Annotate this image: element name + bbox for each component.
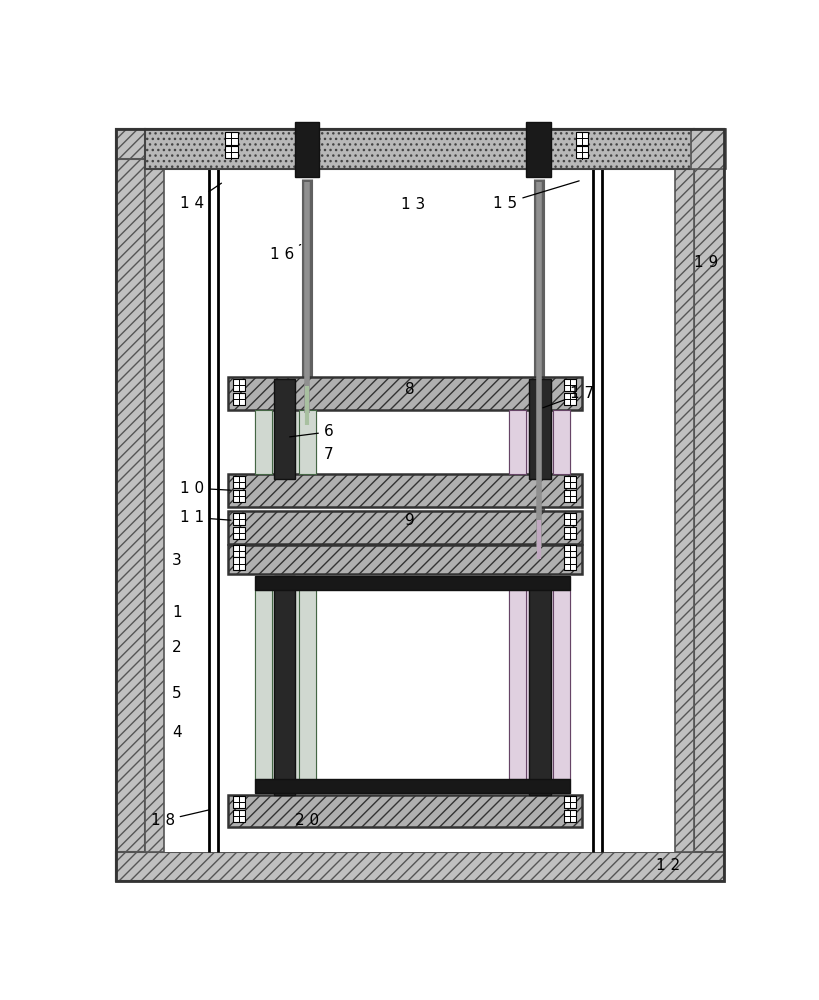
Bar xyxy=(228,377,581,410)
Bar xyxy=(564,393,577,405)
Text: 1 4: 1 4 xyxy=(180,183,221,211)
Bar xyxy=(564,490,577,502)
Bar xyxy=(527,122,551,177)
Bar xyxy=(228,511,581,544)
Bar xyxy=(255,576,570,590)
Bar xyxy=(564,476,577,488)
Bar xyxy=(695,129,723,881)
Bar xyxy=(116,852,723,881)
Bar xyxy=(225,146,238,158)
Bar xyxy=(274,576,296,795)
Bar xyxy=(233,796,246,808)
Text: 1 7: 1 7 xyxy=(543,386,595,408)
Bar xyxy=(675,158,695,852)
Bar xyxy=(564,513,577,525)
Bar xyxy=(576,146,588,158)
Bar xyxy=(255,590,316,779)
Bar xyxy=(554,410,570,474)
Bar xyxy=(233,513,246,525)
Bar xyxy=(255,410,272,474)
Text: 1 5: 1 5 xyxy=(493,181,579,211)
Text: 1 9: 1 9 xyxy=(695,255,718,270)
Text: 1 1: 1 1 xyxy=(180,510,231,525)
Text: 1 2: 1 2 xyxy=(656,858,680,873)
Bar xyxy=(564,379,577,391)
Bar xyxy=(529,379,551,479)
Bar xyxy=(233,557,246,570)
Text: 1 8: 1 8 xyxy=(151,810,210,828)
Text: 2 0: 2 0 xyxy=(296,813,319,828)
Bar xyxy=(564,527,577,539)
Bar xyxy=(691,129,726,169)
Bar xyxy=(233,476,246,488)
Bar xyxy=(255,410,316,474)
Bar xyxy=(529,576,551,795)
Bar xyxy=(509,590,526,779)
Bar xyxy=(299,410,316,474)
Bar xyxy=(233,379,246,391)
Bar xyxy=(509,410,570,474)
Bar xyxy=(274,379,296,479)
Text: 1 0: 1 0 xyxy=(180,481,231,496)
Text: 1 3: 1 3 xyxy=(400,197,425,212)
Bar xyxy=(165,158,675,852)
Text: 8: 8 xyxy=(405,382,414,397)
Bar xyxy=(564,557,577,570)
Text: 4: 4 xyxy=(172,725,182,740)
Bar xyxy=(145,158,165,852)
Bar xyxy=(233,810,246,822)
Bar xyxy=(228,474,581,507)
Text: 1 6: 1 6 xyxy=(270,245,301,262)
Bar xyxy=(228,795,581,827)
Text: 9: 9 xyxy=(405,513,414,528)
Bar xyxy=(233,527,246,539)
Bar xyxy=(255,590,272,779)
Bar xyxy=(145,129,695,169)
Text: 3: 3 xyxy=(172,553,182,568)
Bar xyxy=(255,779,570,793)
Bar xyxy=(564,545,577,557)
Text: 1: 1 xyxy=(172,605,182,620)
Bar xyxy=(225,132,238,145)
Bar xyxy=(233,393,246,405)
Bar xyxy=(564,810,577,822)
Bar xyxy=(509,590,570,779)
Text: 2: 2 xyxy=(172,640,182,655)
Bar xyxy=(576,132,588,145)
Bar xyxy=(233,545,246,557)
Text: 6: 6 xyxy=(290,424,333,439)
Bar xyxy=(116,129,723,158)
Bar xyxy=(564,796,577,808)
Text: 5: 5 xyxy=(172,686,182,701)
Bar xyxy=(228,545,581,574)
Bar xyxy=(509,410,526,474)
Bar xyxy=(145,158,695,852)
Bar xyxy=(233,490,246,502)
Bar xyxy=(295,122,319,177)
Bar xyxy=(299,590,316,779)
Bar xyxy=(554,590,570,779)
Bar xyxy=(116,129,145,881)
Text: 7: 7 xyxy=(324,447,333,462)
